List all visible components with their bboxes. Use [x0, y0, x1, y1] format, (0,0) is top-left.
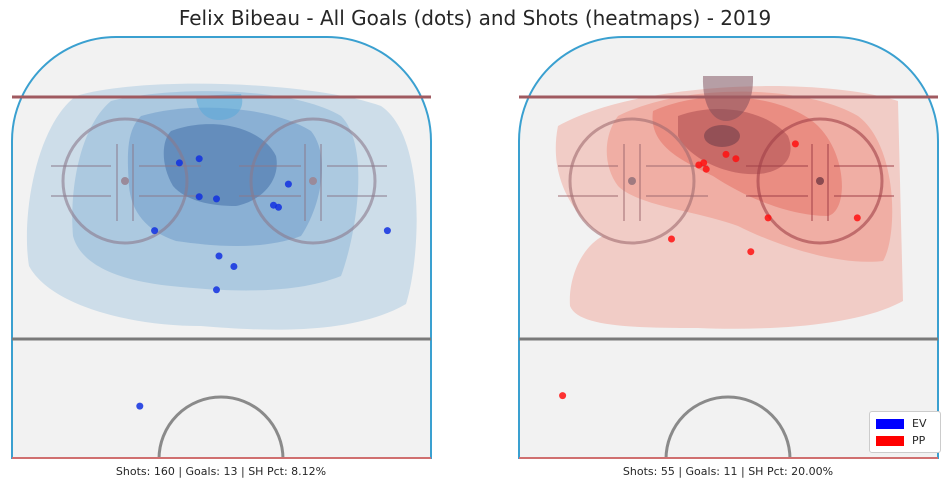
legend: EV PP	[869, 411, 941, 453]
ev-goal-dot-11	[213, 286, 220, 294]
legend-label-ev: EV	[912, 417, 927, 430]
legend-entry-ev: EV	[876, 417, 926, 430]
ev-goal-dot-3	[213, 195, 220, 203]
pp-goal-dot-6	[668, 235, 675, 243]
pp-goal-dot-3	[702, 165, 710, 173]
pp-goal-dot-10	[700, 159, 708, 167]
ev-goal-dot-9	[215, 252, 223, 260]
rink-markings	[519, 95, 938, 459]
legend-swatch-ev	[876, 418, 904, 429]
pp-goal-dot-4	[764, 214, 772, 222]
pp-goal-dot-7	[747, 248, 755, 256]
pp-stats-caption: Shots: 55 | Goals: 11 | SH Pct: 20.00%	[622, 465, 834, 478]
pp-rink-panel	[518, 36, 939, 459]
ev-stats-caption: Shots: 160 | Goals: 13 | SH Pct: 8.12%	[115, 465, 327, 478]
ev-goal-dot-2	[195, 193, 203, 201]
rink-surface	[11, 36, 432, 459]
shot-heatmap	[26, 83, 417, 330]
ev-goal-dot-0	[175, 159, 183, 167]
ev-goal-dots	[136, 155, 391, 410]
ev-goal-dot-7	[151, 227, 159, 235]
rink-surface	[518, 36, 939, 459]
ev-rink-panel	[11, 36, 432, 459]
pp-goal-dot-9	[732, 155, 740, 163]
pp-goal-dots	[559, 140, 861, 400]
pp-goal-dot-8	[559, 392, 567, 400]
legend-label-pp: PP	[912, 434, 926, 447]
ev-goal-dot-12	[136, 402, 144, 410]
legend-entry-pp: PP	[876, 434, 925, 447]
pp-goal-dot-0	[791, 140, 799, 148]
ev-goal-dot-8	[383, 227, 391, 235]
legend-swatch-pp	[876, 435, 904, 446]
pp-goal-dot-5	[853, 214, 861, 222]
ev-goal-dot-4	[284, 180, 292, 188]
ev-goal-dot-10	[230, 263, 238, 270]
ev-goal-dot-1	[195, 155, 203, 163]
pp-goal-dot-1	[722, 150, 730, 158]
ev-goal-dot-6	[275, 203, 282, 211]
rink-markings	[12, 95, 431, 459]
shot-heatmap	[555, 76, 903, 329]
chart-title: Felix Bibeau - All Goals (dots) and Shot…	[178, 6, 772, 30]
